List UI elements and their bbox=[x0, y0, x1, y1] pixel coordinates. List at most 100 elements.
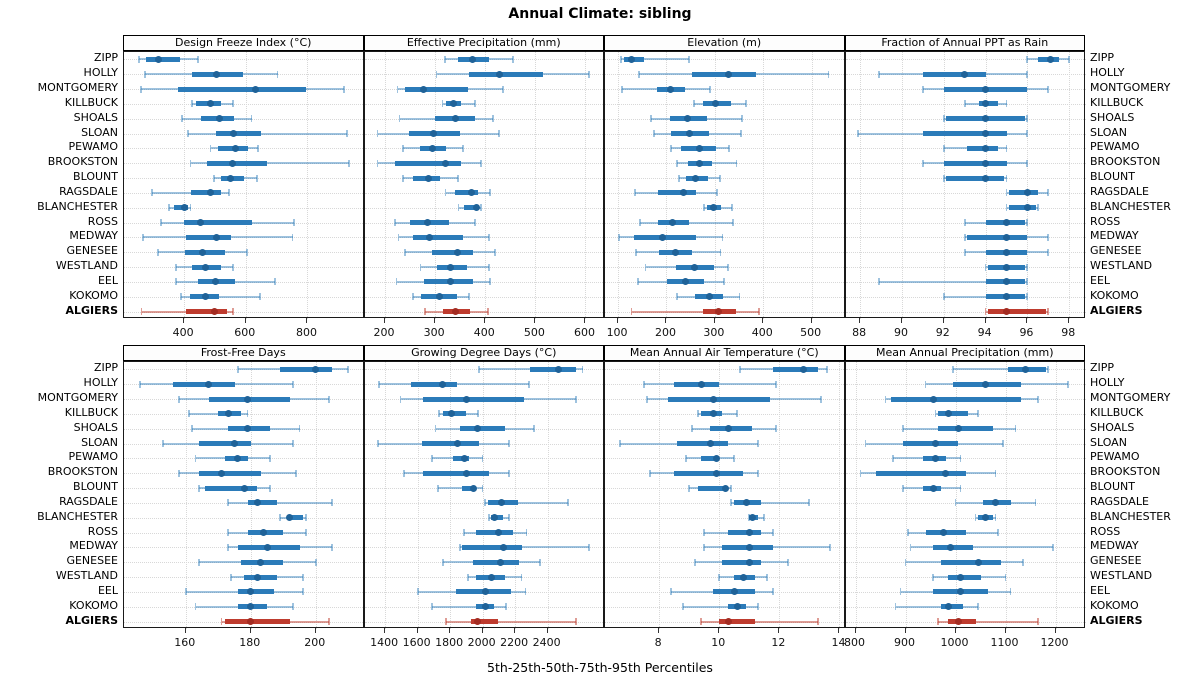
whisker-cap-95th bbox=[817, 618, 820, 626]
gridline-horizontal bbox=[124, 369, 365, 371]
box-25th-75th bbox=[773, 366, 819, 372]
whisker-cap-5th bbox=[963, 248, 966, 256]
gridline-vertical bbox=[184, 52, 186, 319]
axis-tick bbox=[838, 628, 840, 633]
whisker-cap-95th bbox=[259, 293, 262, 301]
median-dot bbox=[1003, 308, 1011, 316]
median-dot bbox=[1023, 204, 1031, 212]
median-dot bbox=[212, 233, 220, 241]
gridline-horizontal bbox=[845, 488, 1086, 490]
whisker-cap-95th bbox=[758, 308, 761, 316]
median-dot bbox=[253, 573, 261, 581]
whisker-cap-5th bbox=[739, 365, 742, 373]
row-label-right-westland: WESTLAND bbox=[1090, 569, 1153, 583]
gridline-horizontal bbox=[845, 458, 1086, 460]
whisker-cap-95th bbox=[959, 454, 962, 462]
whisker-cap-5th bbox=[431, 603, 434, 611]
gridline-horizontal bbox=[845, 281, 1086, 283]
whisker-cap-95th bbox=[730, 484, 733, 492]
box-25th-75th bbox=[722, 559, 762, 565]
box-25th-75th bbox=[945, 175, 1005, 181]
whisker-cap-95th bbox=[731, 219, 734, 227]
gridline-horizontal bbox=[845, 369, 1086, 371]
row-label-left-brookston: BROOKSTON bbox=[47, 465, 118, 479]
whisker-cap-5th bbox=[444, 189, 447, 197]
gridline-horizontal bbox=[605, 133, 846, 135]
median-dot bbox=[709, 204, 717, 212]
axis-tick bbox=[665, 318, 667, 323]
whisker-cap-95th bbox=[1047, 85, 1050, 93]
row-label-right-zipp: ZIPP bbox=[1090, 51, 1115, 65]
box-25th-75th bbox=[674, 381, 720, 387]
gridline-vertical bbox=[185, 362, 187, 629]
axis-tick bbox=[449, 628, 451, 633]
median-dot bbox=[683, 115, 691, 123]
gridline-horizontal bbox=[364, 237, 605, 239]
median-dot bbox=[706, 440, 714, 448]
whisker-cap-5th bbox=[175, 278, 178, 286]
median-dot bbox=[954, 618, 962, 626]
whisker-cap-5th bbox=[877, 70, 880, 78]
whisker-cap-95th bbox=[488, 278, 491, 286]
whisker-cap-5th bbox=[436, 484, 439, 492]
whisker-cap-95th bbox=[461, 144, 464, 152]
box-25th-75th bbox=[461, 544, 523, 550]
whisker-cap-95th bbox=[1026, 130, 1029, 138]
gridline-horizontal bbox=[605, 296, 846, 298]
row-label-left-blanchester: BLANCHESTER bbox=[37, 509, 118, 523]
box-25th-75th bbox=[280, 366, 332, 372]
whisker-cap-5th bbox=[279, 514, 281, 522]
gridline-vertical bbox=[450, 362, 452, 629]
whisker-cap-95th bbox=[787, 558, 790, 566]
median-dot bbox=[982, 380, 989, 388]
whisker-cap-95th bbox=[1026, 293, 1029, 301]
median-dot bbox=[251, 85, 259, 93]
whisker-cap-95th bbox=[342, 85, 345, 93]
row-label-right-zipp: ZIPP bbox=[1090, 361, 1115, 375]
panel-growing-degree-days-c bbox=[363, 361, 605, 629]
median-dot bbox=[224, 410, 232, 418]
axis-tick bbox=[984, 318, 986, 323]
whisker-5th-95th bbox=[878, 280, 1028, 283]
box-25th-75th bbox=[677, 441, 729, 447]
whisker-5th-95th bbox=[485, 501, 568, 504]
whisker-cap-5th bbox=[697, 410, 699, 418]
whisker-cap-95th bbox=[292, 603, 294, 611]
whisker-cap-95th bbox=[269, 484, 272, 492]
row-label-left-algiers: ALGIERS bbox=[65, 613, 118, 627]
median-dot bbox=[685, 130, 693, 138]
strip-mean-annual-precipitation-mm: Mean Annual Precipitation (mm) bbox=[844, 345, 1085, 361]
median-dot bbox=[659, 233, 667, 241]
median-dot bbox=[714, 308, 722, 316]
gridline-horizontal bbox=[845, 59, 1086, 61]
row-label-left-holly: HOLLY bbox=[83, 376, 118, 390]
whisker-5th-95th bbox=[910, 546, 1053, 549]
whisker-cap-5th bbox=[419, 263, 422, 271]
panel-mean-annual-precipitation-mm bbox=[844, 361, 1086, 629]
box-25th-75th bbox=[471, 619, 499, 625]
box-25th-75th bbox=[186, 234, 232, 240]
whisker-cap-5th bbox=[143, 70, 146, 78]
whisker-cap-95th bbox=[1047, 248, 1050, 256]
whisker-cap-95th bbox=[723, 278, 725, 286]
axis-tick-label: 92 bbox=[935, 326, 950, 339]
gridline-horizontal bbox=[364, 281, 605, 283]
row-label-left-ross: ROSS bbox=[87, 524, 118, 538]
whisker-cap-95th bbox=[727, 263, 730, 271]
row-label-left-holly: HOLLY bbox=[83, 66, 118, 80]
axis-tick-label: 400 bbox=[473, 326, 495, 339]
median-dot bbox=[491, 514, 499, 522]
axis-tick-label: 600 bbox=[234, 326, 256, 339]
whisker-cap-95th bbox=[197, 55, 199, 63]
gridline-horizontal bbox=[605, 384, 846, 386]
whisker-cap-95th bbox=[231, 308, 234, 316]
axis-tick-label: 1600 bbox=[402, 636, 431, 649]
median-dot bbox=[454, 248, 462, 256]
whisker-5th-95th bbox=[683, 605, 759, 608]
whisker-cap-5th bbox=[139, 380, 142, 388]
box-25th-75th bbox=[198, 470, 261, 476]
median-dot bbox=[424, 219, 432, 227]
box-25th-75th bbox=[948, 574, 981, 580]
whisker-cap-5th bbox=[441, 558, 444, 566]
median-dot bbox=[447, 263, 455, 271]
